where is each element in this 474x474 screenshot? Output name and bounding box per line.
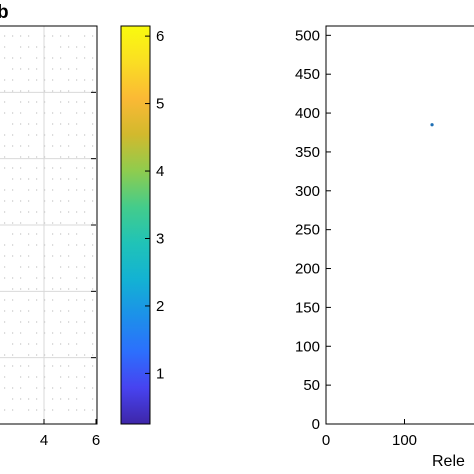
scatter-x-tick-label: 100 — [392, 432, 417, 449]
scatter-x-axis-label: Rele — [432, 453, 465, 470]
colorbar-tick-label: 6 — [156, 28, 164, 45]
heatmap-dot-pattern — [4, 35, 94, 411]
scatter-y-tick-label: 400 — [295, 105, 320, 122]
colorbar-ticks — [145, 35, 150, 374]
colorbar-tick-labels: 1 2 3 4 5 6 — [156, 28, 164, 382]
heatmap-grid — [0, 26, 96, 424]
scatter-y-tick-label: 300 — [295, 183, 320, 200]
scatter-y-tick-label: 500 — [295, 27, 320, 44]
heatmap-x-tick-label: 6 — [92, 432, 100, 449]
colorbar-tick-label: 1 — [156, 365, 164, 382]
scatter-y-tick-label: 100 — [295, 338, 320, 355]
colorbar-tick-label: 5 — [156, 96, 164, 113]
scatter-x-tick-labels: 01002 — [322, 432, 417, 449]
scatter-y-tick-label: 50 — [303, 377, 320, 394]
scatter-y-tick-labels: 0 50 100 150 200 250 300 350 400 450 500 — [295, 27, 320, 433]
scatter-points — [430, 123, 434, 127]
colorbar-tick-label: 3 — [156, 230, 164, 247]
colorbar: 1 2 3 4 5 6 — [120, 25, 164, 425]
scatter-y-tick-label: 0 — [312, 416, 320, 433]
heatmap-y-ticks — [91, 91, 96, 359]
scatter-frame — [325, 25, 474, 425]
scatter-y-tick-label: 450 — [295, 66, 320, 83]
scatter-y-tick-label: 150 — [295, 299, 320, 316]
scatter-x-ticks — [325, 419, 405, 424]
heatmap-x-tick-label: 4 — [40, 432, 48, 449]
heatmap-dots — [4, 35, 94, 411]
heatmap-frame — [0, 25, 98, 425]
colorbar-tick-label: 2 — [156, 298, 164, 315]
scatter-y-tick-label: 250 — [295, 222, 320, 239]
panel-label: b — [0, 2, 9, 23]
scatter-y-ticks — [326, 34, 331, 425]
heatmap-x-ticks — [43, 419, 97, 424]
colorbar-tick-label: 4 — [156, 163, 164, 180]
scatter-y-tick-label: 200 — [295, 261, 320, 278]
scatter-y-tick-label: 350 — [295, 144, 320, 161]
scatter-point — [430, 123, 434, 127]
colorbar-gradient — [120, 25, 151, 425]
scatter-x-tick-label: 0 — [322, 432, 330, 449]
